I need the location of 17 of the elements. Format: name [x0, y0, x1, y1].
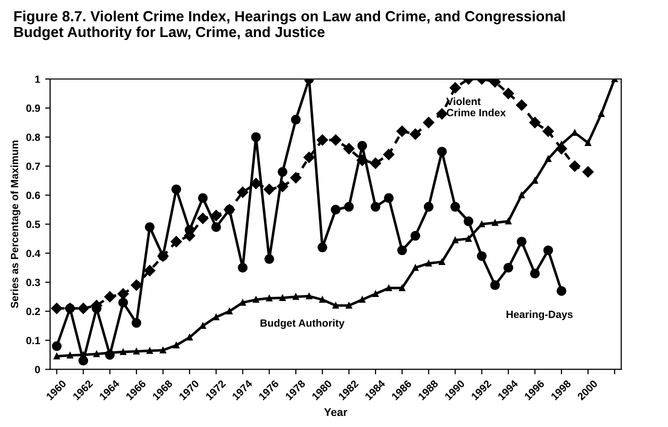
x-axis-title: Year: [324, 408, 348, 416]
y-tick-label: 1: [35, 76, 40, 83]
y-tick-label: 0.2: [26, 308, 40, 316]
y-tick-label: 0.9: [26, 104, 40, 112]
annotation: Violent Crime Index: [446, 97, 506, 116]
y-tick-label: 0.3: [26, 278, 40, 286]
y-tick-label: 0.7: [26, 162, 40, 170]
y-tick-label: 0.4: [26, 250, 40, 258]
y-tick-label: 0.6: [26, 192, 40, 200]
chart-title: Figure 8.7. Violent Crime Index, Hearings on Law and Crime, and Congressional Budget Authority for Law, Crime, and Justice: [14, 10, 565, 40]
y-tick-label: 0.5: [26, 220, 40, 228]
y-tick-label: 0.1: [26, 336, 40, 344]
y-axis-title: Series as Percentage of Maximum: [10, 140, 20, 308]
y-tick-label: 0: [34, 366, 40, 374]
annotation: Budget Authority: [260, 319, 344, 329]
y-tick-label: 0.8: [26, 134, 40, 141]
annotation: Hearing-Days: [506, 310, 573, 320]
